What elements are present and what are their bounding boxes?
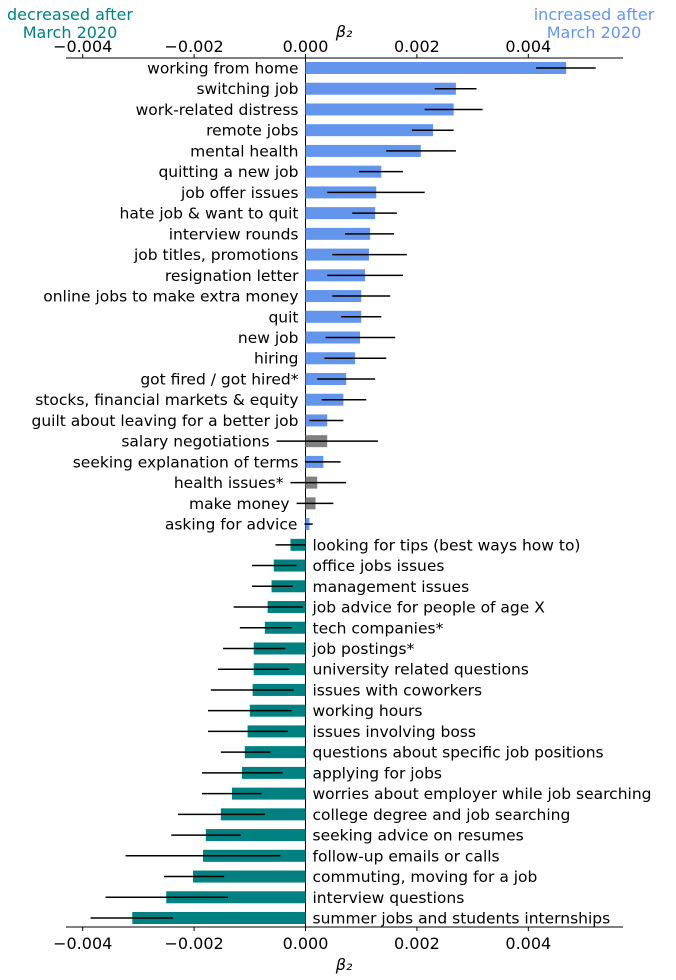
x-tick-label-bottom: 0.002 (394, 934, 440, 953)
bar (166, 891, 306, 904)
x-axis-label-top: β₂ (335, 22, 353, 41)
row-label: issues with coworkers (313, 681, 483, 699)
row-label: seeking advice on resumes (313, 827, 524, 845)
bar (305, 227, 371, 240)
row-label: got fired / got hired* (140, 370, 298, 388)
bar (132, 912, 306, 924)
row-label: health issues* (174, 474, 284, 492)
row-label: hiring (254, 350, 298, 368)
row-label: online jobs to make extra money (43, 288, 298, 306)
row-label: hate job & want to quit (120, 205, 299, 223)
x-tick-label-bottom: 0.000 (283, 934, 329, 953)
row-label: questions about specific job positions (313, 744, 604, 762)
annotation-increased-line2: March 2020 (547, 23, 642, 42)
row-label: office jobs issues (313, 557, 445, 575)
row-label: summer jobs and students internships (313, 910, 611, 928)
bar (305, 103, 454, 116)
bar (305, 207, 376, 220)
bar (205, 829, 306, 842)
row-label: college degree and job searching (313, 806, 571, 824)
row-label: tech companies* (313, 619, 444, 637)
row-label: salary negotiations (121, 433, 269, 451)
row-label: looking for tips (best ways how to) (313, 536, 581, 554)
row-label: commuting, moving for a job (313, 868, 538, 886)
row-label: worries about employer while job searchi… (313, 785, 652, 803)
x-tick-label-top: 0.000 (283, 37, 329, 56)
row-label: remote jobs (206, 122, 298, 140)
x-tick-label-top: 0.004 (505, 37, 551, 56)
x-tick-label-bottom: 0.004 (505, 934, 551, 953)
row-label: job advice for people of age X (312, 599, 546, 617)
row-label: interview questions (313, 889, 465, 907)
row-label: job titles, promotions (133, 246, 299, 264)
bar (305, 62, 567, 74)
row-label: job offer issues (180, 184, 298, 202)
annotation-decreased-line1: decreased after (7, 5, 133, 24)
row-label: quitting a new job (158, 163, 298, 181)
x-tick-label-bottom: −0.004 (53, 934, 112, 953)
row-label: job postings* (312, 640, 415, 658)
x-tick-label-top: −0.002 (165, 37, 224, 56)
row-label: resignation letter (165, 267, 299, 285)
row-label: make money (189, 495, 290, 513)
annotation-decreased-line2: March 2020 (23, 23, 118, 42)
bar (192, 870, 306, 883)
x-axis-label-bottom: β₂ (335, 955, 353, 974)
bar (305, 124, 434, 137)
bar (231, 787, 306, 800)
row-label: guilt about leaving for a better job (32, 412, 299, 430)
bar (305, 165, 382, 178)
row-label: applying for jobs (313, 764, 443, 782)
row-label: quit (268, 308, 298, 326)
annotation-increased-line1: increased after (534, 5, 655, 24)
x-tick-label-top: 0.002 (394, 37, 440, 56)
row-label: mental health (190, 142, 298, 160)
row-label: management issues (313, 578, 470, 596)
row-label: working from home (147, 60, 298, 78)
x-tick-label-top: −0.004 (53, 37, 112, 56)
row-label: interview rounds (169, 225, 299, 243)
row-label: switching job (196, 80, 298, 98)
row-label: issues involving boss (313, 723, 476, 741)
row-label: asking for advice (165, 516, 298, 534)
bar (244, 746, 306, 759)
row-label: working hours (313, 702, 423, 720)
row-label: stocks, financial markets & equity (35, 391, 298, 409)
bar (305, 310, 362, 323)
bar (305, 144, 421, 157)
x-tick-label-bottom: −0.002 (165, 934, 224, 953)
row-label: follow-up emails or calls (313, 847, 500, 865)
row-label: new job (238, 329, 299, 347)
row-label: work-related distress (136, 101, 299, 119)
row-label: seeking explanation of terms (73, 453, 299, 471)
row-label: university related questions (313, 661, 529, 679)
bar (305, 82, 456, 95)
